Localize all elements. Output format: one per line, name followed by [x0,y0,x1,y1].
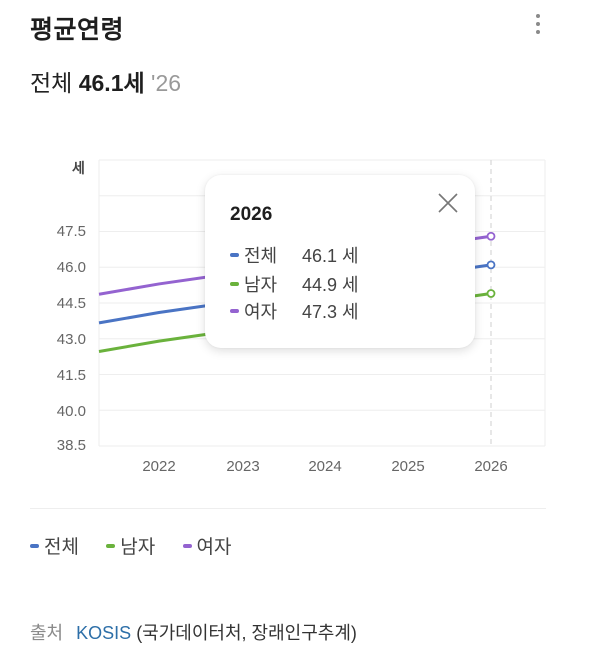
total-series-swatch [230,253,239,258]
x-tick: 2026 [474,458,508,475]
y-tick: 47.5 [56,223,86,240]
total-series-swatch [30,543,39,548]
close-icon[interactable] [437,192,459,214]
tooltip-row-total: 전체 46.1 세 [230,242,359,268]
tooltip-row-value: 46.1 세 [302,246,359,266]
y-tick: 46.0 [56,259,86,276]
chart-tooltip: 2026 전체 46.1 세 남자 44.9 세 여자 47.3 세 [205,175,475,348]
source-line: 출처 KOSIS (국가데이터처, 장래인구추계) [30,619,357,645]
y-tick: 40.0 [56,403,86,420]
female-series-swatch [182,543,192,548]
page-title: 평균연령 [30,16,125,44]
legend-item-total[interactable]: 전체 [30,532,79,559]
female-series-swatch [230,309,239,314]
legend-item-male[interactable]: 남자 [106,532,155,559]
source-detail: (국가데이터처, 장래인구추계) [136,623,357,643]
tooltip-row-value: 47.3 세 [302,302,359,322]
source-link[interactable]: KOSIS [76,623,132,643]
y-axis-unit: 세 [72,160,85,176]
legend-label: 여자 [196,537,232,558]
legend-label: 남자 [120,537,156,558]
summary-value: 46.1세 [78,70,145,96]
more-options-icon[interactable] [532,12,544,36]
tooltip-row-value: 44.9 세 [302,275,359,295]
male-series-swatch [106,543,116,548]
male-series-swatch [230,282,239,287]
tooltip-row-male: 남자 44.9 세 [230,271,359,297]
legend-label: 전체 [44,537,79,558]
divider [30,508,546,509]
x-tick: 2025 [391,458,425,475]
tooltip-year: 2026 [230,204,273,225]
y-tick: 43.0 [56,331,86,348]
x-tick: 2024 [308,458,342,475]
tooltip-row-label: 여자 [244,302,278,322]
x-tick: 2022 [142,458,176,475]
y-tick: 41.5 [56,367,86,384]
tooltip-row-label: 전체 [244,246,278,266]
tooltip-row-label: 남자 [244,275,278,295]
source-label: 출처 [30,623,64,643]
summary-label: 전체 [30,70,73,96]
summary-line: 전체 46.1세 '26 [30,64,181,98]
y-tick: 44.5 [56,295,86,312]
tooltip-row-female: 여자 47.3 세 [230,298,359,324]
legend-item-female[interactable]: 여자 [182,532,232,559]
summary-year: '26 [151,70,182,96]
y-tick: 38.5 [56,437,86,454]
chart-legend: 전체 남자 여자 [30,532,253,559]
x-tick: 2023 [226,458,260,475]
